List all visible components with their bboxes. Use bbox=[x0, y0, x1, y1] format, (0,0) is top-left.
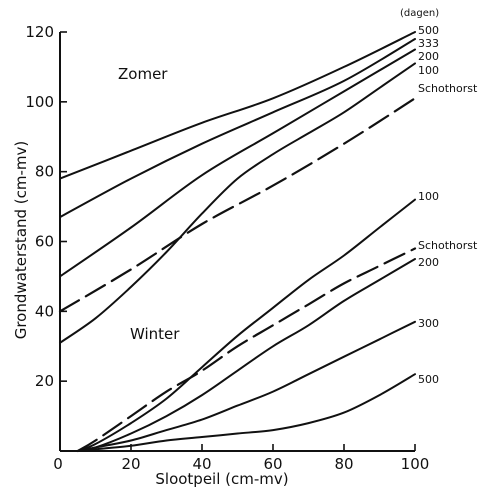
series-label-winter-100: 100 bbox=[418, 190, 439, 203]
series-line-winter-500 bbox=[76, 373, 416, 452]
x-tick-label: 100 bbox=[401, 455, 430, 473]
unit-label: (dagen) bbox=[400, 8, 439, 19]
y-axis-title: Grondwaterstand (cm-mv) bbox=[12, 141, 30, 340]
series-line-zomer-200 bbox=[59, 48, 416, 278]
y-tick-label: 40 bbox=[35, 302, 54, 320]
series-label-winter-500: 500 bbox=[418, 373, 439, 386]
series-line-zomer-500 bbox=[59, 31, 416, 180]
panel-label-winter: Winter bbox=[130, 325, 180, 343]
series-label-zomer-100: 100 bbox=[418, 64, 439, 77]
series-line-zomer-333 bbox=[59, 38, 416, 219]
series-line-winter-100 bbox=[76, 198, 416, 452]
series-label-zomer-333: 333 bbox=[418, 37, 439, 50]
series-label-zomer-schothorst: Schothorst bbox=[418, 82, 478, 95]
series-label-zomer-200: 200 bbox=[418, 50, 439, 63]
axes: 0 20 40 60 80 100 20 40 60 80 100 120 bbox=[25, 23, 429, 473]
y-tick-label: 120 bbox=[25, 23, 54, 41]
series-line-winter-300 bbox=[76, 320, 416, 452]
labels-layer: Zomer Winter (dagen) Slootpeil (cm-mv) G… bbox=[12, 8, 478, 488]
y-tick-label: 80 bbox=[35, 163, 54, 181]
y-tick-label: 60 bbox=[35, 233, 54, 251]
series-line-zomer-100 bbox=[59, 62, 416, 344]
series-label-winter-300: 300 bbox=[418, 317, 439, 330]
series-line-winter-200 bbox=[76, 258, 416, 452]
y-tick-label: 100 bbox=[25, 93, 54, 111]
series-label-winter-schothorst: Schothorst bbox=[418, 239, 478, 252]
x-tick-label: 0 bbox=[53, 455, 63, 473]
x-tick-label: 40 bbox=[192, 455, 211, 473]
series-label-winter-200: 200 bbox=[418, 256, 439, 269]
series-layer bbox=[58, 31, 417, 453]
x-tick-label: 20 bbox=[121, 455, 140, 473]
x-axis-title: Slootpeil (cm-mv) bbox=[155, 470, 288, 488]
y-tick-label: 20 bbox=[35, 372, 54, 390]
x-tick-label: 80 bbox=[334, 455, 353, 473]
series-line-zomer-schothorst bbox=[58, 97, 417, 313]
panel-label-zomer: Zomer bbox=[118, 65, 168, 83]
series-label-zomer-500: 500 bbox=[418, 24, 439, 37]
series-line-winter-schothorst bbox=[76, 247, 417, 453]
x-tick-label: 60 bbox=[263, 455, 282, 473]
